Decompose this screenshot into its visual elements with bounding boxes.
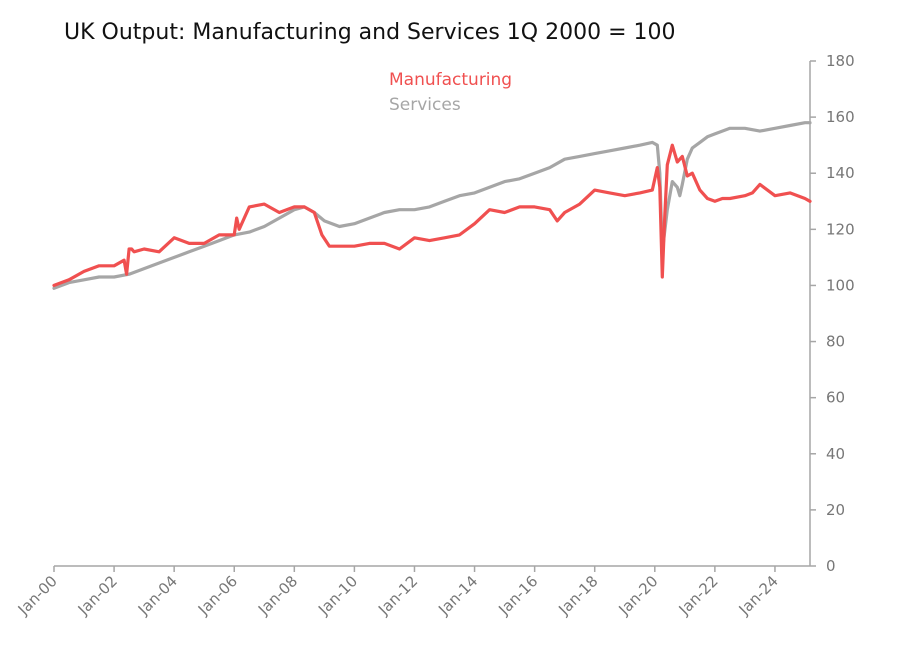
- x-tick-label: Jan-00: [14, 572, 61, 619]
- y-tick-label: 80: [826, 333, 845, 351]
- legend-manufacturing: Manufacturing: [389, 70, 513, 90]
- x-tick-label: Jan-04: [134, 572, 181, 619]
- y-tick-label: 20: [826, 501, 845, 519]
- x-tick-label: Jan-24: [735, 572, 782, 619]
- y-tick-label: 140: [826, 164, 855, 182]
- x-tick-label: Jan-22: [675, 572, 722, 619]
- y-tick-label: 160: [826, 108, 855, 126]
- y-tick-label: 180: [826, 52, 855, 70]
- x-tick-label: Jan-18: [554, 572, 601, 619]
- y-tick-label: 40: [826, 445, 845, 463]
- series-line-services: [52, 121, 812, 290]
- x-tick-label: Jan-02: [74, 572, 121, 619]
- chart-title: UK Output: Manufacturing and Services 1Q…: [64, 20, 676, 45]
- y-tick-label: 60: [826, 389, 845, 407]
- x-tick-label: Jan-20: [615, 572, 662, 619]
- x-tick-label: Jan-14: [434, 572, 481, 619]
- x-tick-label: Jan-08: [254, 572, 301, 619]
- x-tick-label: Jan-06: [194, 572, 241, 619]
- y-tick-label: 120: [826, 220, 855, 238]
- x-tick-label: Jan-16: [494, 572, 541, 619]
- series-line-manufacturing: [52, 143, 812, 287]
- y-tick-label: 100: [826, 276, 855, 294]
- x-tick-label: Jan-12: [374, 572, 421, 619]
- x-tick-label: Jan-10: [314, 572, 361, 619]
- y-tick-label: 0: [826, 557, 836, 575]
- legend-services: Services: [389, 95, 461, 115]
